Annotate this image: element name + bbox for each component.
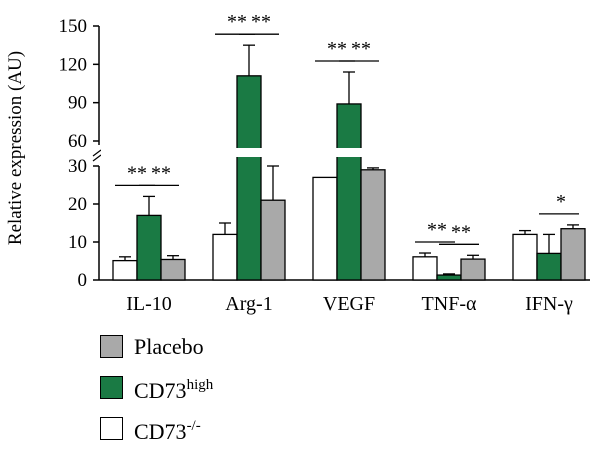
significance-label-3: ** <box>251 11 271 33</box>
bar-tnf--series-1 <box>436 274 462 281</box>
y-tick-label-upper-2: 120 <box>59 54 88 75</box>
y-tick-label-upper-3: 150 <box>59 16 88 37</box>
bar-tnf--series-2 <box>460 258 486 281</box>
y-tick-label-lower-1: 10 <box>68 232 87 253</box>
significance-label-1: ** <box>151 162 171 184</box>
legend-swatch-cd73-high <box>100 376 123 399</box>
axis-break-gap <box>101 148 590 157</box>
legend-label-cd73-high: CD73high <box>134 376 214 403</box>
bar-il-10-series-2 <box>160 258 186 281</box>
y-tick-label-upper-1: 90 <box>68 93 87 114</box>
y-tick-label-lower-0: 0 <box>78 270 88 291</box>
bar-ifn--series-0 <box>512 233 538 281</box>
bar-tnf--series-0 <box>412 256 438 281</box>
bar-ifn--series-2 <box>560 228 586 281</box>
legend-label-placebo: Placebo <box>134 333 204 359</box>
bar-ifn--series-1 <box>536 252 562 281</box>
significance-label-2: ** <box>227 11 247 33</box>
bar-vegf-series-0 <box>312 176 338 281</box>
significance-label-0: ** <box>127 162 147 184</box>
bar-arg-1-series-2 <box>260 199 286 281</box>
bar-arg-1-series-0 <box>212 233 238 281</box>
bar-il-10-series-1 <box>136 214 162 281</box>
bar-arg-1-series-1 <box>236 75 262 281</box>
significance-label-7: ** <box>451 221 471 243</box>
y-tick-label-upper-0: 60 <box>68 131 87 152</box>
x-tick-label-0: IL-10 <box>126 293 172 315</box>
x-tick-label-1: Arg-1 <box>225 293 272 315</box>
y-tick-label-lower-3: 30 <box>68 156 87 177</box>
legend-item-cd73-ko: CD73-/- <box>100 415 213 442</box>
significance-label-5: ** <box>351 38 371 60</box>
legend-label-cd73-ko: CD73-/- <box>134 417 201 444</box>
legend-item-cd73-high: CD73high <box>100 374 213 401</box>
legend: Placebo CD73high CD73-/- <box>100 333 213 456</box>
significance-label-6: ** <box>427 219 447 241</box>
legend-swatch-placebo <box>100 335 123 358</box>
y-tick-label-lower-2: 20 <box>68 194 87 215</box>
bar-vegf-series-2 <box>360 169 386 281</box>
significance-label-8: * <box>556 191 566 213</box>
bar-vegf-series-1 <box>336 103 362 281</box>
significance-label-4: ** <box>327 38 347 60</box>
x-tick-label-3: TNF-α <box>422 293 477 315</box>
y-axis-break-mark <box>92 149 102 162</box>
x-tick-label-2: VEGF <box>323 293 375 315</box>
y-axis-label: Relative expression (AU) <box>5 51 26 245</box>
legend-item-placebo: Placebo <box>100 333 213 360</box>
bar-il-10-series-0 <box>112 259 138 281</box>
legend-swatch-cd73-ko <box>100 417 123 440</box>
x-tick-label-4: IFN-γ <box>525 293 573 315</box>
